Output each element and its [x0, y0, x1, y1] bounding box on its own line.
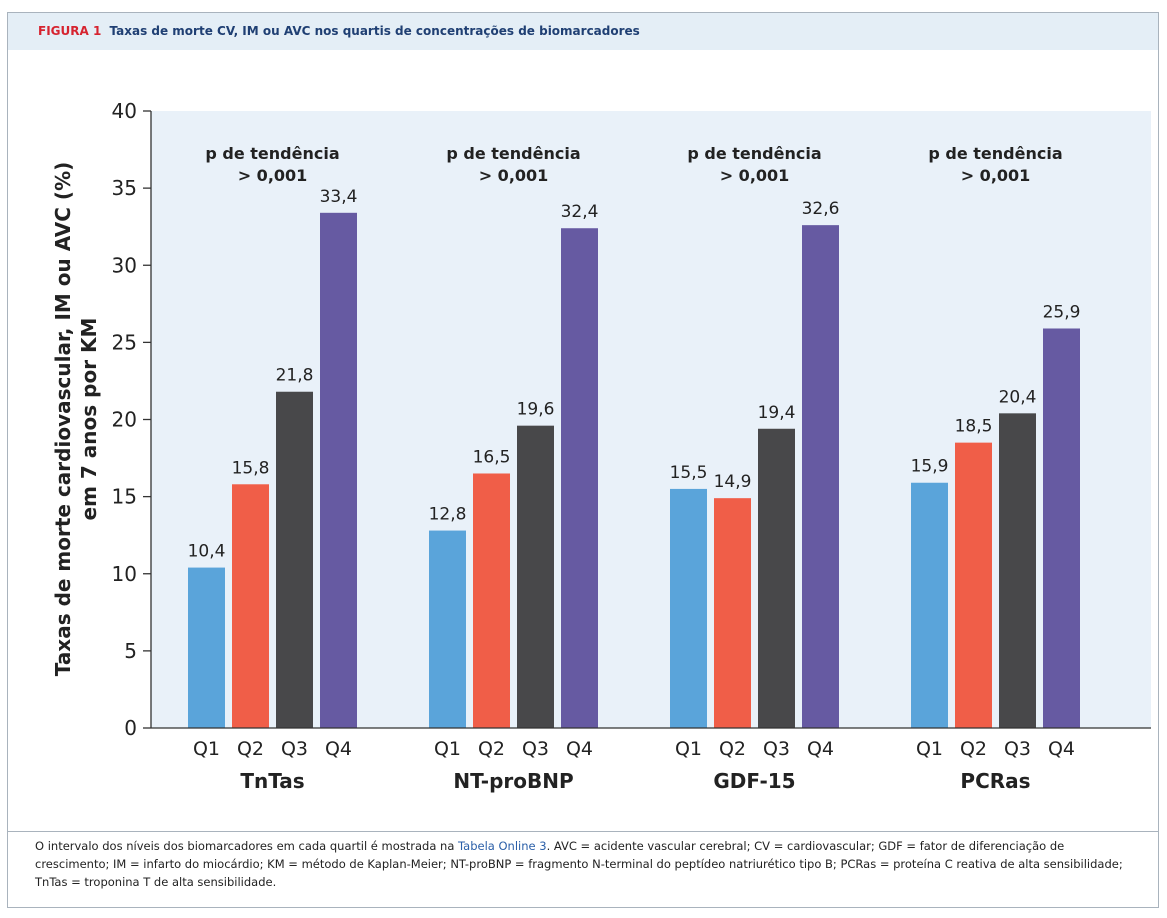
trend-annotation-title: p de tendência — [928, 144, 1062, 163]
quartile-tick-label: Q3 — [522, 738, 549, 760]
y-tick-label: 15 — [112, 485, 137, 509]
trend-annotation-value: > 0,001 — [479, 166, 549, 185]
figure-caption: O intervalo dos níveis dos biomarcadores… — [35, 837, 1140, 891]
bar-gdf-15-q2 — [714, 498, 751, 728]
y-tick-label: 40 — [112, 99, 137, 123]
bar-gdf-15-q3 — [758, 428, 795, 728]
y-tick-label: 30 — [112, 253, 137, 277]
y-axis-label: Taxas de morte cardiovascular, IM ou AVC… — [51, 162, 101, 677]
bar-value-label: 32,4 — [561, 202, 599, 222]
figure-header: FIGURA 1 Taxas de morte CV, IM ou AVC no… — [8, 13, 1158, 50]
bar-pcras-q1 — [911, 482, 948, 728]
quartile-tick-label: Q1 — [675, 738, 702, 760]
trend-annotation-title: p de tendência — [205, 144, 339, 163]
bar-value-label: 25,9 — [1043, 302, 1081, 322]
bar-value-label: 15,5 — [670, 463, 708, 483]
bar-pcras-q3 — [999, 413, 1036, 728]
y-tick-label: 20 — [112, 408, 137, 432]
bar-pcras-q4 — [1043, 328, 1080, 728]
bar-value-label: 18,5 — [955, 417, 993, 437]
bar-value-label: 20,4 — [999, 387, 1037, 407]
trend-annotation-value: > 0,001 — [720, 166, 790, 185]
trend-annotation-title: p de tendência — [446, 144, 580, 163]
bar-value-label: 19,6 — [517, 400, 555, 420]
y-tick-label: 35 — [112, 176, 137, 200]
bar-value-label: 15,9 — [911, 457, 949, 477]
group-label: PCRas — [960, 769, 1030, 793]
quartile-tick-label: Q2 — [960, 738, 987, 760]
bar-tntas-q3 — [276, 391, 313, 728]
quartile-tick-label: Q3 — [281, 738, 308, 760]
bar-nt-probnp-q4 — [561, 228, 598, 729]
bar-tntas-q4 — [320, 212, 357, 728]
figure-panel: FIGURA 1 Taxas de morte CV, IM ou AVC no… — [7, 12, 1159, 908]
quartile-tick-label: Q4 — [325, 738, 352, 760]
trend-annotation-value: > 0,001 — [238, 166, 308, 185]
quartile-tick-label: Q4 — [1048, 738, 1075, 760]
caption-text-start: O intervalo dos níveis dos biomarcadores… — [35, 839, 459, 853]
quartile-tick-label: Q2 — [478, 738, 505, 760]
bar-pcras-q2 — [955, 442, 992, 728]
bar-value-label: 33,4 — [320, 187, 358, 207]
bar-gdf-15-q1 — [670, 488, 707, 728]
bar-nt-probnp-q2 — [473, 473, 510, 728]
bar-value-label: 10,4 — [188, 542, 226, 562]
quartile-tick-label: Q4 — [566, 738, 593, 760]
quartile-tick-label: Q4 — [807, 738, 834, 760]
y-tick-label: 5 — [124, 639, 137, 663]
bar-gdf-15-q4 — [802, 225, 839, 728]
bar-value-label: 16,5 — [473, 447, 511, 467]
quartile-tick-label: Q3 — [763, 738, 790, 760]
quartile-tick-label: Q1 — [916, 738, 943, 760]
bar-nt-probnp-q3 — [517, 425, 554, 728]
bar-value-label: 12,8 — [429, 505, 467, 525]
quartile-tick-label: Q1 — [193, 738, 220, 760]
quartile-tick-label: Q1 — [434, 738, 461, 760]
caption-link-tabela-online[interactable]: Tabela Online 3 — [458, 839, 547, 853]
bar-value-label: 15,8 — [232, 458, 270, 478]
figure-label: FIGURA 1 — [38, 24, 102, 38]
y-axis-label-line: Taxas de morte cardiovascular, IM ou AVC… — [51, 162, 75, 677]
bar-value-label: 32,6 — [802, 199, 840, 219]
y-tick-label: 25 — [112, 330, 137, 354]
group-label: NT-proBNP — [453, 769, 573, 793]
y-axis-label-line: em 7 anos por KM — [77, 318, 101, 521]
y-tick-label: 10 — [112, 562, 137, 586]
bar-nt-probnp-q1 — [429, 530, 466, 728]
caption-divider — [8, 831, 1158, 832]
figure-title: Taxas de morte CV, IM ou AVC nos quartis… — [109, 24, 640, 38]
bar-value-label: 19,4 — [758, 403, 796, 423]
caption-text-end: . AVC = acidente vascular cerebral; CV =… — [35, 839, 1123, 889]
trend-annotation-value: > 0,001 — [961, 166, 1031, 185]
group-label: TnTas — [240, 769, 304, 793]
bar-tntas-q1 — [188, 567, 225, 728]
quartile-tick-label: Q3 — [1004, 738, 1031, 760]
quartile-tick-label: Q2 — [237, 738, 264, 760]
group-label: GDF-15 — [713, 769, 795, 793]
bar-tntas-q2 — [232, 484, 269, 728]
bar-chart: 0 5 10 15 20 25 30 35 40 Taxas de morte cardiovas… — [51, 99, 1151, 793]
trend-annotation-title: p de tendência — [687, 144, 821, 163]
bar-value-label: 21,8 — [276, 366, 314, 386]
bar-value-label: 14,9 — [714, 472, 752, 492]
y-tick-label: 0 — [124, 716, 137, 740]
quartile-tick-label: Q2 — [719, 738, 746, 760]
